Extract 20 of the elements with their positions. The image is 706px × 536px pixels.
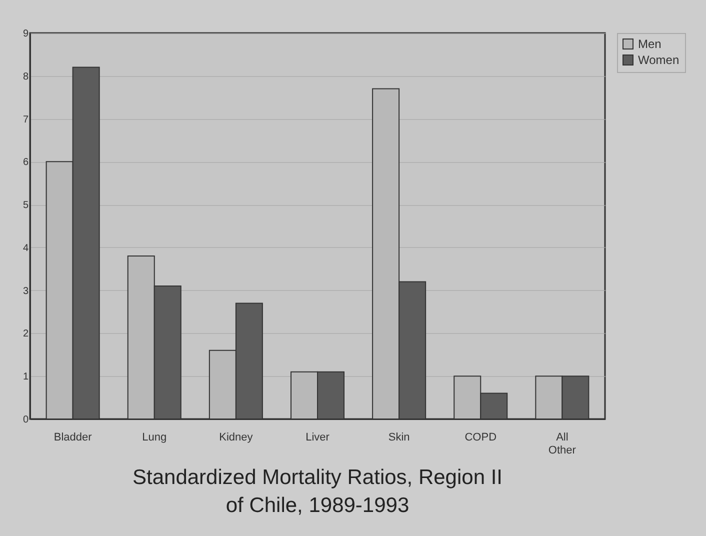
- y-tick-label: 6: [22, 157, 29, 168]
- y-tick-label: 8: [22, 71, 29, 82]
- y-tick-label: 7: [22, 114, 29, 126]
- x-tick-label: Lung: [142, 432, 167, 444]
- x-tick-label: All Other: [548, 432, 576, 456]
- x-tick-label: COPD: [464, 432, 497, 444]
- x-tick-label: Liver: [306, 432, 330, 444]
- y-tick-label: 0: [22, 414, 29, 426]
- y-tick-label: 5: [22, 200, 29, 212]
- y-tick-label: 3: [22, 286, 29, 297]
- legend-label: Women: [638, 53, 680, 67]
- y-tick-label: 9: [22, 28, 29, 40]
- x-tick-label: Skin: [388, 432, 410, 444]
- y-tick-label: 4: [22, 242, 29, 254]
- x-tick-label: Kidney: [219, 432, 254, 444]
- legend-label: Men: [638, 37, 662, 51]
- x-tick-label: Bladder: [54, 432, 92, 444]
- text: Standardized Mortality Ratios, Region II of Chile, 1989-1993: [132, 466, 503, 517]
- y-tick-label: 2: [22, 328, 29, 340]
- y-tick-label: 1: [22, 372, 29, 383]
